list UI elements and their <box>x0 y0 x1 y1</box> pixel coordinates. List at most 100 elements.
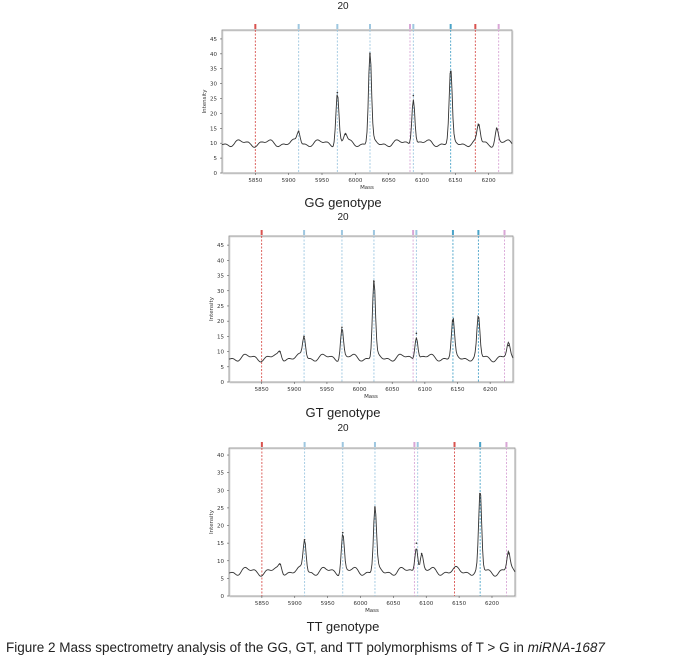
plot-frame <box>228 447 516 597</box>
x-tick-label: 6100 <box>418 387 432 393</box>
y-tick-label: 45 <box>210 37 217 43</box>
genotype-label-2: GT genotype <box>305 405 381 420</box>
marker-tag <box>477 230 480 235</box>
marker-tag <box>505 442 508 447</box>
y-tick-label: 35 <box>217 471 224 477</box>
peak-point <box>369 53 371 55</box>
y-tick-label: 20 <box>217 524 224 530</box>
caption-gene: miRNA-1687 <box>527 640 605 655</box>
y-tick-label: 40 <box>217 453 224 459</box>
spectrum-line <box>228 280 514 363</box>
x-tick-label: 6150 <box>448 178 462 184</box>
x-tick-label: 5950 <box>320 387 334 393</box>
panel-number-2: 20 <box>337 212 349 223</box>
genotype-label-3: TT genotype <box>306 619 380 634</box>
y-tick-label: 20 <box>210 111 217 117</box>
y-tick-label: 25 <box>217 304 224 310</box>
y-tick-label: 15 <box>217 334 224 340</box>
y-tick-label: 10 <box>210 141 217 147</box>
marker-tag <box>297 24 300 29</box>
peak-point <box>303 335 305 338</box>
marker-tag <box>451 230 454 235</box>
peak-point <box>374 507 376 509</box>
y-tick-label: 0 <box>214 171 218 177</box>
y-tick-label: 35 <box>210 67 217 73</box>
marker-tag <box>412 24 415 29</box>
x-tick-label: 6200 <box>485 601 499 607</box>
peak-point <box>344 133 347 136</box>
peak-point <box>373 280 375 283</box>
x-tick-label: 6000 <box>348 178 362 184</box>
genotype-label-1: GG genotype <box>304 195 382 210</box>
y-tick-label: 15 <box>217 541 224 547</box>
y-axis-label: Intensity <box>209 296 215 321</box>
marker-tag <box>449 24 452 29</box>
spectrum-line <box>221 52 513 148</box>
y-tick-label: 0 <box>221 594 225 600</box>
chart-gt: 0 5 10 15 20 25 30 35 40 45 5850 5900 5950 6000 6050 61… <box>209 230 515 400</box>
x-tick-label: 5900 <box>288 601 302 607</box>
marker-tag <box>336 24 339 29</box>
marker-tag <box>416 442 419 447</box>
peak-point <box>415 542 418 544</box>
y-tick-label: 30 <box>217 289 224 295</box>
peak-point <box>297 130 300 133</box>
peak-point <box>507 344 510 347</box>
marker-tag <box>369 24 371 29</box>
marker-tag <box>409 24 411 29</box>
x-tick-label: 5950 <box>315 178 329 184</box>
peak-point <box>452 320 454 322</box>
peak-point <box>415 332 418 335</box>
marker-tag <box>260 442 263 447</box>
peak-point <box>479 493 481 495</box>
peak-point <box>495 127 498 130</box>
marker-tag <box>303 442 306 447</box>
y-tick-label: 15 <box>210 126 217 132</box>
caption-text: Figure 2 Mass spectrometry analysis of t… <box>6 640 528 655</box>
x-axis-label: Mass <box>365 608 379 614</box>
plot-frame-shadow <box>229 448 517 598</box>
plot-frame <box>221 29 513 174</box>
y-tick-label: 40 <box>217 258 224 264</box>
y-tick-label: 5 <box>221 365 225 371</box>
x-tick-label: 6100 <box>415 178 429 184</box>
peak-point <box>477 317 480 319</box>
peak-point <box>279 563 282 566</box>
y-tick-label: 10 <box>217 350 224 356</box>
x-tick-label: 6150 <box>452 601 466 607</box>
y-tick-label: 30 <box>210 82 217 88</box>
marker-tag <box>415 230 418 235</box>
x-tick-label: 6200 <box>483 387 497 393</box>
panel-number-1: 20 <box>337 1 349 12</box>
x-tick-label: 5900 <box>282 178 296 184</box>
peak-point <box>420 552 423 555</box>
x-axis-label: Mass <box>364 394 378 400</box>
marker-tag <box>340 230 343 235</box>
plot-frame <box>228 235 514 383</box>
plot-frame-shadow <box>222 30 514 175</box>
chart-gg: 0 5 10 15 20 25 30 35 40 45 5850 5900 5950 6000 6050 61… <box>202 24 514 191</box>
x-tick-label: 6050 <box>382 178 396 184</box>
peak-point <box>341 531 344 534</box>
peak-point <box>477 124 480 127</box>
y-tick-label: 45 <box>217 243 224 249</box>
marker-tag <box>303 230 306 235</box>
peak-point <box>449 70 452 73</box>
x-tick-label: 6000 <box>353 601 367 607</box>
panel-number-3: 20 <box>337 423 349 434</box>
x-axis-label: Mass <box>360 185 374 191</box>
x-tick-label: 5850 <box>255 387 269 393</box>
x-tick-label: 5900 <box>287 387 301 393</box>
figure-caption: Figure 2 Mass spectrometry analysis of t… <box>6 640 605 655</box>
y-tick-label: 25 <box>210 97 217 103</box>
y-axis-label: Intensity <box>202 89 208 114</box>
marker-tag <box>260 230 263 235</box>
y-tick-label: 25 <box>217 506 224 512</box>
x-tick-label: 6100 <box>419 601 433 607</box>
marker-tag <box>413 442 416 447</box>
y-tick-label: 20 <box>217 319 224 325</box>
peak-point <box>336 91 339 94</box>
x-tick-label: 5950 <box>321 601 335 607</box>
marker-tag <box>503 230 506 235</box>
marker-tag <box>412 230 415 235</box>
